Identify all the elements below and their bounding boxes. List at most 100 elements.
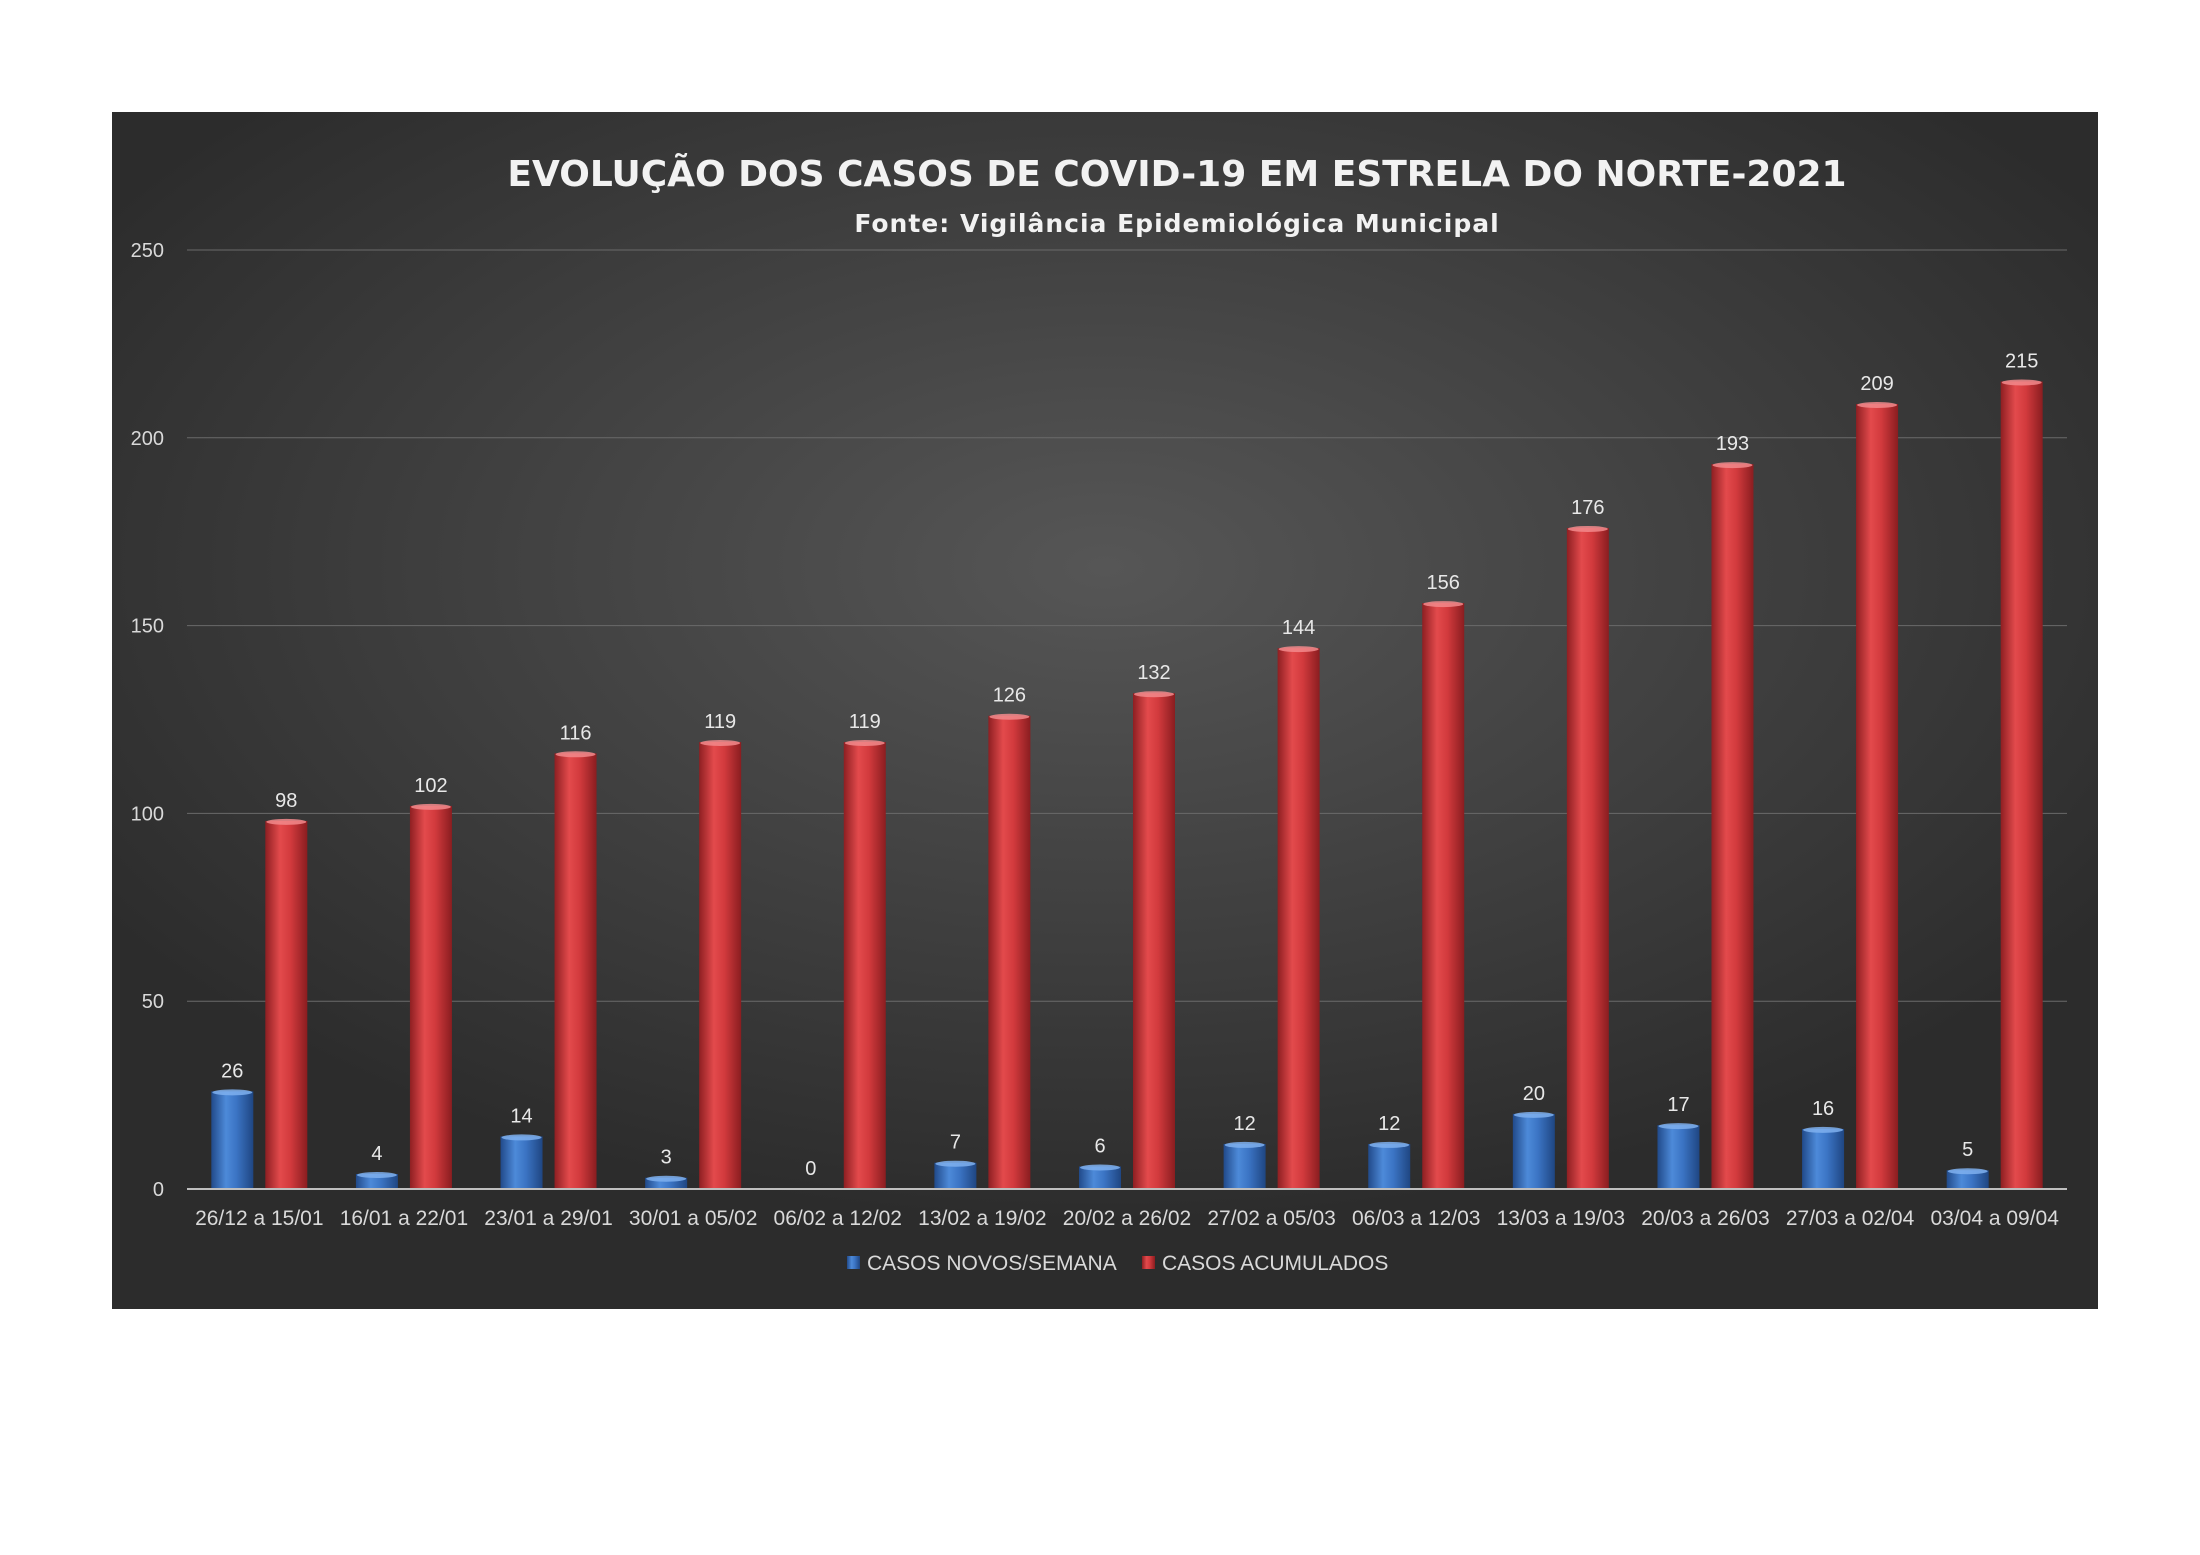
bar-cumulative-cases	[1133, 693, 1175, 1189]
x-category-label: 06/03 a 12/03	[1352, 1207, 1480, 1230]
chart-title: EVOLUÇÃO DOS CASOS DE COVID-19 EM ESTREL…	[507, 153, 1846, 195]
y-tick-label: 200	[131, 428, 164, 450]
bar-top-highlight	[1080, 1164, 1120, 1171]
bar-new-cases	[1946, 1170, 1989, 1189]
bar-top-highlight	[1658, 1123, 1699, 1130]
bar-top-highlight	[989, 713, 1030, 720]
y-tick-label: 50	[142, 991, 164, 1013]
data-label: 7	[950, 1132, 961, 1154]
data-label: 193	[1716, 433, 1749, 455]
x-axis-categories: 26/12 a 15/01 16/01 a 22/01 23/01 a 29/01 3…	[195, 1207, 2059, 1230]
data-label: 16	[1812, 1098, 1834, 1120]
x-category-label: 16/01 a 22/01	[340, 1207, 468, 1230]
data-label: 17	[1667, 1094, 1689, 1116]
bar-top-highlight	[212, 1089, 253, 1096]
bar-top-highlight	[501, 1134, 542, 1141]
bar-cumulative-cases	[1566, 527, 1609, 1189]
data-label: 209	[1860, 373, 1893, 395]
y-axis-ticks: 0 50 100 150 200 250	[131, 240, 164, 1201]
bar-top-highlight	[410, 803, 451, 810]
legend-swatch	[1142, 1256, 1155, 1269]
bar-cumulative-cases	[409, 805, 452, 1189]
data-label: 116	[560, 722, 592, 744]
bar-new-cases	[1512, 1113, 1555, 1189]
data-label: 12	[1233, 1113, 1255, 1135]
data-label: 4	[371, 1143, 382, 1165]
bar-cumulative-cases	[1422, 603, 1465, 1189]
x-category-label: 20/02 a 26/02	[1063, 1207, 1191, 1230]
bar-top-highlight	[2001, 379, 2042, 386]
x-category-label: 13/02 a 19/02	[918, 1207, 1046, 1230]
bar-top-highlight	[1803, 1126, 1844, 1133]
data-label: 132	[1137, 662, 1170, 684]
bar-top-highlight	[1513, 1111, 1554, 1118]
bar-top-highlight	[646, 1175, 687, 1182]
bar-cumulative-cases	[554, 753, 597, 1189]
data-label: 12	[1378, 1113, 1400, 1135]
bar-new-cases	[1657, 1125, 1700, 1189]
y-tick-label: 250	[131, 240, 164, 262]
bar-top-highlight	[266, 818, 307, 825]
bar-new-cases	[645, 1177, 688, 1189]
y-tick-label: 0	[153, 1179, 164, 1201]
data-label: 119	[849, 711, 881, 733]
y-tick-label: 150	[131, 616, 164, 638]
data-label: 215	[2005, 350, 2038, 372]
bar-new-cases	[1368, 1143, 1411, 1189]
bar-new-cases	[1802, 1128, 1845, 1189]
bar-top-highlight	[844, 740, 885, 747]
x-category-label: 20/03 a 26/03	[1641, 1207, 1769, 1230]
bar-new-cases	[1223, 1143, 1266, 1189]
bar-top-highlight	[1712, 462, 1753, 469]
bar-new-cases	[355, 1173, 398, 1189]
data-label: 98	[275, 790, 297, 812]
bar-new-cases	[211, 1091, 254, 1189]
x-category-label: 30/01 a 05/02	[629, 1207, 757, 1230]
bar-new-cases	[934, 1162, 977, 1189]
data-label: 6	[1094, 1135, 1105, 1157]
data-label: 26	[221, 1060, 243, 1082]
bar-top-highlight	[1224, 1141, 1265, 1148]
bar-cumulative-cases	[988, 715, 1031, 1189]
data-label: 14	[510, 1105, 532, 1127]
bar-top-highlight	[1134, 691, 1174, 698]
bar-top-highlight	[1857, 401, 1898, 408]
bar-top-highlight	[1278, 646, 1319, 653]
x-category-label: 06/02 a 12/02	[774, 1207, 902, 1230]
bar-top-highlight	[700, 740, 741, 747]
x-category-label: 27/03 a 02/04	[1786, 1207, 1915, 1230]
bar-top-highlight	[1567, 525, 1608, 532]
data-label: 176	[1571, 497, 1604, 519]
data-label: 0	[805, 1158, 816, 1180]
data-label: 3	[661, 1147, 672, 1169]
data-label: 5	[1962, 1139, 1973, 1161]
data-labels: 26 98 4 102 14 116 3 119 0 119 7 126 6 132 12 144 12 156 2…	[221, 350, 2038, 1180]
bar-cumulative-cases	[265, 820, 308, 1189]
legend-swatch	[847, 1256, 860, 1269]
bar-top-highlight	[1947, 1168, 1988, 1175]
legend-label: CASOS ACUMULADOS	[1162, 1252, 1388, 1275]
data-label: 156	[1427, 572, 1460, 594]
legend-label: CASOS NOVOS/SEMANA	[867, 1252, 1117, 1275]
data-label: 20	[1523, 1083, 1545, 1105]
bar-top-highlight	[1423, 601, 1464, 608]
legend: CASOS NOVOS/SEMANA CASOS ACUMULADOS	[847, 1252, 1388, 1275]
data-label: 119	[704, 711, 736, 733]
bar-cumulative-cases	[1277, 648, 1320, 1189]
gridlines	[187, 249, 2067, 1002]
data-label: 126	[993, 685, 1026, 707]
bar-top-highlight	[935, 1160, 976, 1167]
x-category-label: 27/02 a 05/03	[1207, 1207, 1335, 1230]
bar-new-cases	[500, 1136, 543, 1189]
bar-new-cases	[1079, 1166, 1121, 1189]
data-label: 144	[1282, 617, 1315, 639]
bar-chart: EVOLUÇÃO DOS CASOS DE COVID-19 EM ESTREL…	[131, 153, 2067, 1275]
bar-cumulative-cases	[1856, 403, 1899, 1190]
bar-top-highlight	[1369, 1141, 1410, 1148]
y-tick-label: 100	[131, 803, 164, 825]
bar-cumulative-cases	[1711, 464, 1754, 1189]
x-category-label: 13/03 a 19/03	[1497, 1207, 1625, 1230]
bar-cumulative-cases	[699, 742, 742, 1189]
x-category-label: 23/01 a 29/01	[484, 1207, 612, 1230]
bar-top-highlight	[555, 751, 596, 758]
